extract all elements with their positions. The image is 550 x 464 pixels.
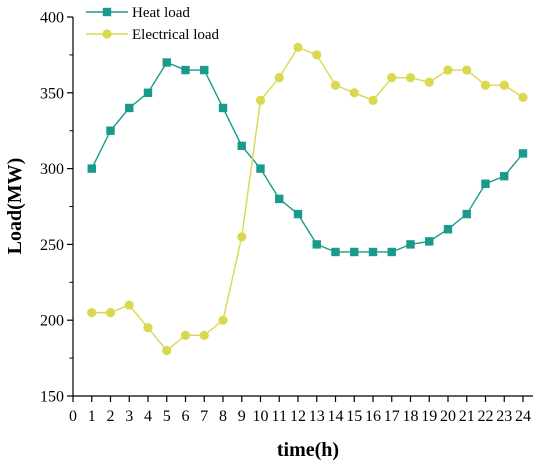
y-tick-label: 400: [40, 10, 64, 27]
axes: [72, 17, 533, 397]
x-tick-label: 23: [496, 408, 512, 425]
data-point: [293, 209, 303, 219]
x-tick-label: 8: [219, 408, 227, 425]
data-point: [237, 232, 247, 242]
y-tick-label: 300: [40, 161, 64, 178]
data-point: [481, 179, 490, 188]
x-tick-label: 10: [253, 408, 269, 425]
data-point: [143, 323, 153, 333]
series-layer: [87, 42, 528, 356]
data-point: [499, 80, 509, 90]
x-tick-label: 4: [144, 408, 152, 425]
data-point: [143, 88, 153, 97]
x-tick-label: 3: [125, 408, 133, 425]
x-tick-label: 6: [182, 408, 190, 425]
data-point: [312, 50, 322, 60]
x-tick-label: 17: [384, 408, 400, 425]
x-tick-label: 11: [272, 408, 287, 425]
data-point: [293, 42, 303, 52]
data-point: [480, 80, 491, 90]
data-point: [387, 73, 397, 83]
data-point: [125, 103, 134, 113]
data-point: [462, 209, 471, 219]
data-point: [255, 95, 266, 105]
x-tick-label: 24: [515, 408, 531, 425]
y-tick-label: 350: [40, 85, 64, 102]
series-1: [87, 58, 528, 257]
data-point: [405, 73, 416, 83]
data-point: [387, 247, 396, 257]
legend-label: Electrical load: [132, 27, 220, 43]
legend-label: Heat load: [132, 5, 190, 21]
y-axis-ticks: 150 200 250 300 350 400: [40, 10, 73, 406]
data-point: [180, 330, 191, 340]
data-point: [218, 315, 228, 325]
series-2: [87, 42, 528, 356]
data-point: [124, 300, 134, 310]
x-tick-label: 0: [69, 408, 77, 425]
data-point: [368, 247, 378, 257]
legend-marker: [102, 29, 112, 39]
x-tick-label: 15: [346, 408, 362, 425]
x-tick-label: 14: [328, 408, 344, 425]
x-tick-label: 1: [88, 408, 96, 425]
data-point: [218, 103, 228, 113]
data-point: [87, 164, 96, 173]
data-point: [312, 240, 321, 249]
x-tick-label: 5: [163, 408, 171, 425]
x-tick-label: 16: [365, 408, 381, 425]
data-point: [424, 77, 434, 87]
data-point: [256, 164, 265, 173]
legend: Heat load Electrical load: [86, 5, 220, 43]
series-line: [91, 46, 524, 352]
data-point: [200, 65, 209, 75]
data-point: [349, 88, 359, 98]
data-point: [331, 247, 340, 257]
legend-marker: [102, 7, 112, 17]
y-tick-label: 200: [40, 313, 64, 330]
data-point: [87, 308, 97, 318]
data-point: [274, 73, 284, 83]
data-point: [199, 330, 209, 340]
y-tick-label: 150: [40, 389, 64, 406]
x-tick-label: 18: [403, 408, 419, 425]
data-point: [350, 247, 359, 257]
x-tick-label: 12: [290, 408, 306, 425]
x-tick-label: 13: [309, 408, 325, 425]
data-point: [330, 80, 341, 90]
legend-item: Heat load: [86, 5, 190, 21]
legend-item: Electrical load: [86, 27, 220, 43]
x-axis-ticks: 0 1 2 3 4 5 6 7 8 9 10 11 12 13 14 15 16 17 18 19 20 21 22 23 24: [69, 396, 531, 425]
x-tick-label: 22: [478, 408, 494, 425]
data-point: [106, 126, 115, 135]
y-axis-title: Load(MW): [4, 158, 26, 255]
data-point: [105, 308, 116, 318]
x-tick-label: 21: [459, 408, 475, 425]
data-point: [425, 237, 434, 246]
data-point: [518, 92, 528, 102]
data-point: [162, 58, 171, 67]
data-point: [518, 149, 528, 158]
data-point: [162, 345, 172, 356]
x-tick-label: 2: [107, 408, 115, 425]
x-tick-label: 19: [421, 408, 437, 425]
data-point: [237, 141, 246, 151]
data-point: [406, 240, 415, 249]
y-tick-label: 250: [40, 237, 64, 254]
x-tick-label: 7: [200, 408, 208, 425]
x-tick-label: 20: [440, 408, 456, 425]
data-point: [462, 65, 472, 75]
series-line: [91, 61, 524, 253]
data-point: [443, 225, 453, 234]
data-point: [443, 65, 453, 75]
data-point: [275, 194, 284, 204]
data-point: [500, 171, 509, 181]
x-tick-label: 9: [238, 408, 246, 425]
data-point: [368, 95, 378, 105]
data-point: [181, 65, 190, 75]
x-axis-title: time(h): [277, 439, 339, 461]
